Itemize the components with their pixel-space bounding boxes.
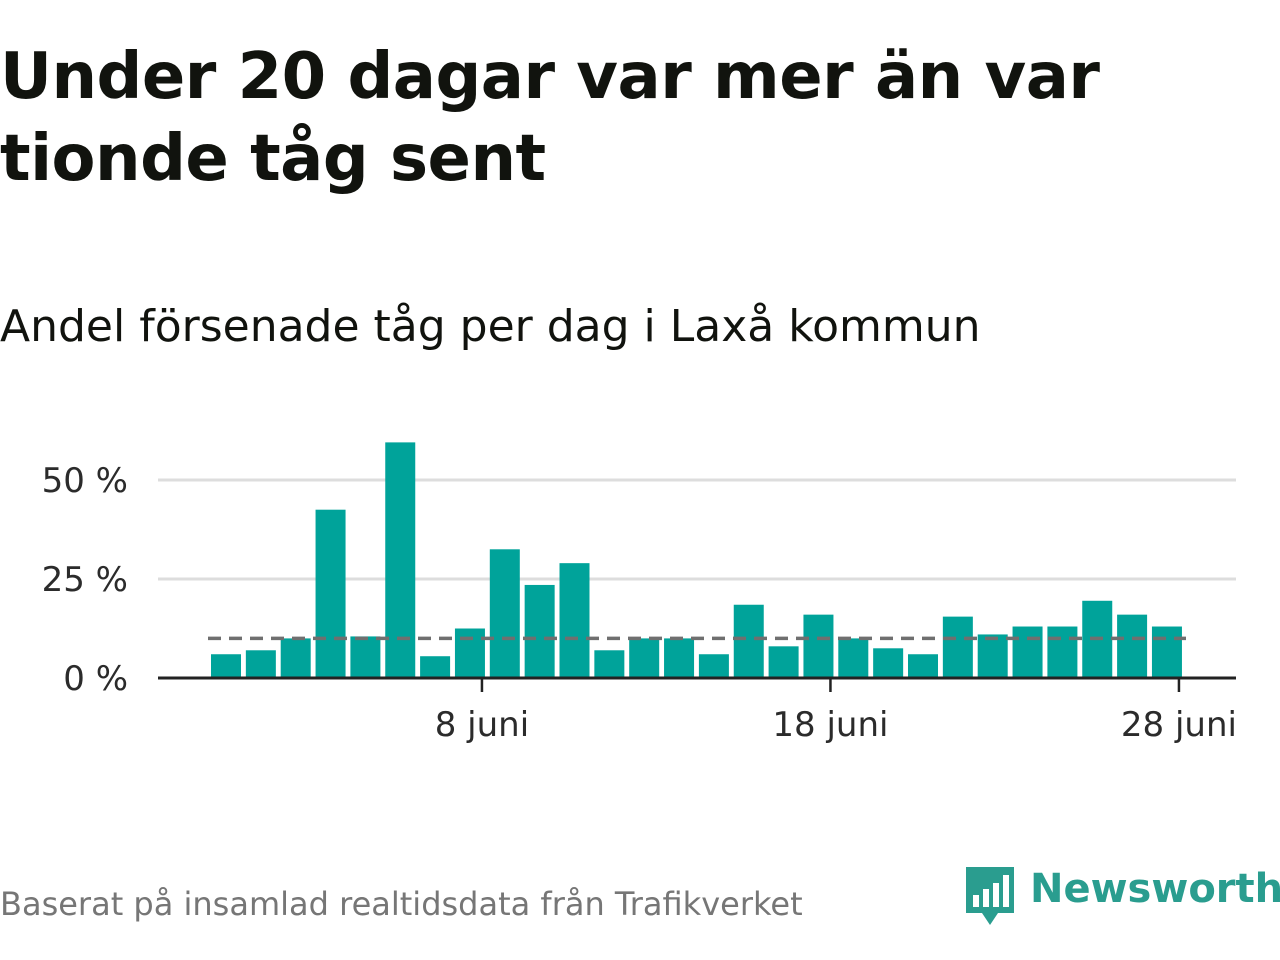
brand-logo: Newsworthy: [964, 864, 1280, 928]
y-tick-label: 25 %: [42, 560, 128, 600]
chart-title: Under 20 dagar var mer än var tionde tåg…: [0, 40, 1100, 196]
bar: [454, 628, 485, 678]
bar: [803, 614, 834, 678]
bar: [280, 638, 311, 678]
bar: [942, 616, 973, 678]
bar: [1117, 614, 1148, 678]
bar: [768, 646, 799, 678]
y-tick-label: 50 %: [42, 461, 128, 501]
y-axis-ticks: 0 % 25 % 50 %: [42, 461, 128, 699]
bar: [1012, 626, 1043, 678]
bar: [594, 650, 625, 678]
bar: [524, 584, 555, 678]
brand-name: Newsworthy: [1030, 866, 1280, 912]
bar: [350, 636, 381, 678]
bar: [385, 442, 416, 678]
x-tick-label: 8 juni: [435, 705, 529, 745]
bar: [977, 634, 1008, 678]
bar: [733, 604, 764, 678]
bar: [838, 638, 869, 678]
bars: [211, 442, 1182, 678]
bar: [489, 549, 520, 678]
bar: [1047, 626, 1078, 678]
bar: [873, 648, 904, 678]
x-tick-label: 28 juni: [1121, 705, 1237, 745]
bar: [664, 638, 695, 678]
bar: [698, 654, 729, 678]
chart-subtitle: Andel försenade tåg per dag i Laxå kommu…: [0, 301, 981, 352]
bar: [315, 509, 346, 678]
x-axis-ticks: 8 juni 18 juni 28 juni: [435, 678, 1237, 745]
bar: [1151, 626, 1182, 678]
bar: [629, 638, 660, 678]
x-tick-label: 18 juni: [772, 705, 888, 745]
bar: [908, 654, 938, 678]
bar: [211, 654, 241, 678]
source-note: Baserat på insamlad realtidsdata från Tr…: [0, 885, 803, 923]
bar: [559, 563, 590, 678]
bar: [420, 656, 451, 678]
newsworthy-logo-icon: [966, 867, 1014, 925]
bar: [245, 650, 276, 678]
y-tick-label: 0 %: [63, 659, 128, 699]
